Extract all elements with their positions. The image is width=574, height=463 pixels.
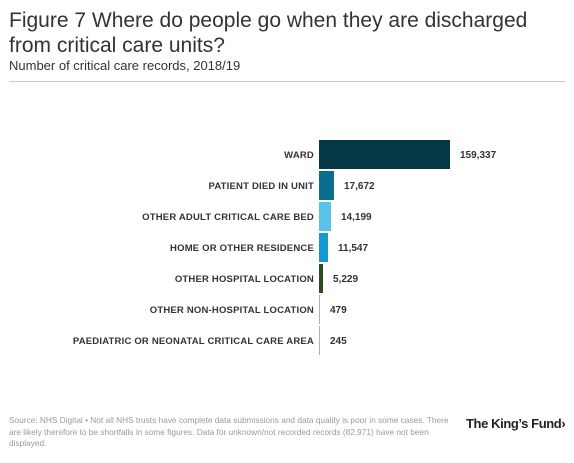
category-label: HOME OR OTHER RESIDENCE [170, 243, 314, 254]
value-label: 5,229 [333, 274, 358, 285]
bar [319, 264, 323, 293]
bar [319, 326, 320, 355]
value-label: 479 [330, 305, 347, 316]
value-label: 159,337 [460, 150, 497, 161]
category-label: WARD [284, 150, 314, 161]
value-label: 17,672 [344, 181, 375, 192]
category-label: OTHER NON-HOSPITAL LOCATION [150, 305, 314, 316]
title-divider [9, 81, 565, 82]
bar [319, 171, 334, 200]
chart-subtitle: Number of critical care records, 2018/19 [9, 58, 241, 73]
category-label: PATIENT DIED IN UNIT [208, 181, 314, 192]
bar [319, 295, 320, 324]
kings-fund-logo: The King’s Fund› [466, 416, 566, 431]
value-label: 245 [330, 336, 347, 347]
value-label: 14,199 [341, 212, 372, 223]
category-label: OTHER ADULT CRITICAL CARE BED [142, 212, 314, 223]
value-label: 11,547 [338, 243, 368, 254]
bar [319, 140, 450, 169]
source-note: Source: NHS Digital • Not all NHS trusts… [9, 415, 449, 448]
category-label: OTHER HOSPITAL LOCATION [175, 274, 314, 285]
bar [319, 202, 331, 231]
category-label: PAEDIATRIC OR NEONATAL CRITICAL CARE ARE… [73, 336, 314, 347]
bar [319, 233, 328, 262]
chart-title: Figure 7 Where do people go when they ar… [9, 9, 528, 57]
